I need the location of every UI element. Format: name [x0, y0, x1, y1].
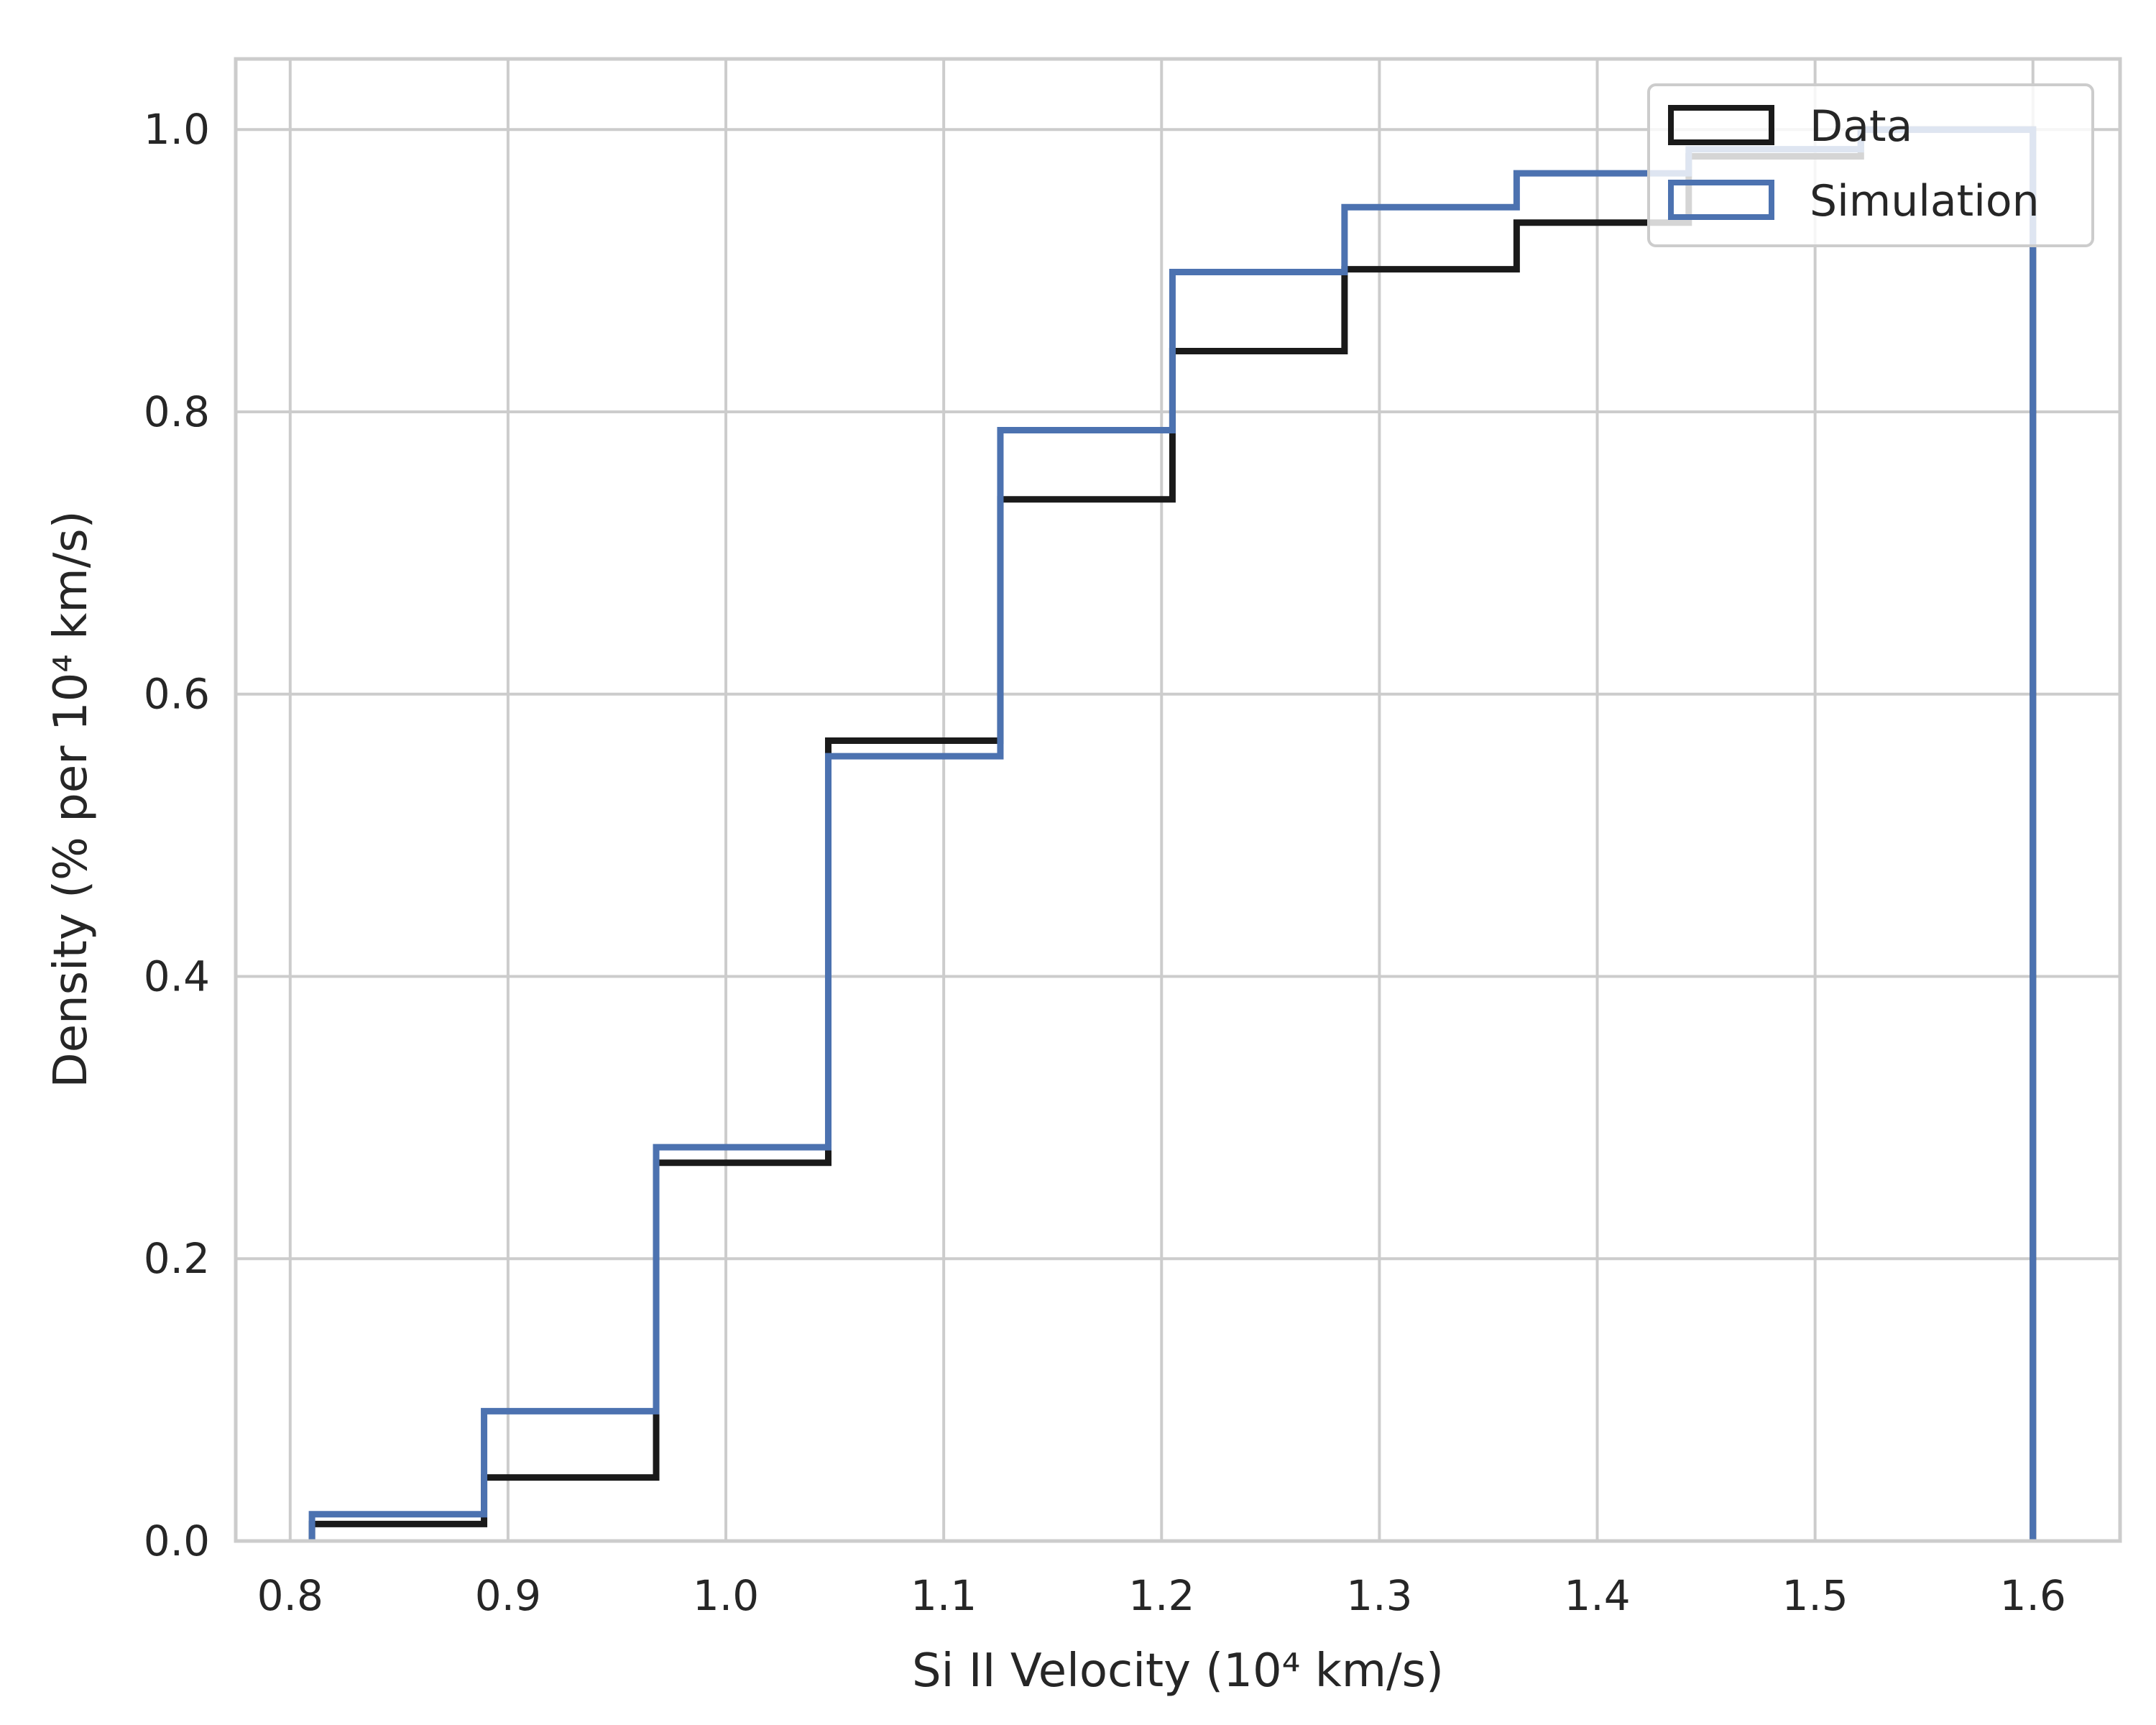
x-tick-label: 1.1: [911, 1571, 977, 1620]
y-tick-label: 1.0: [144, 105, 210, 154]
x-axis-label: Si II Velocity (10⁴ km/s): [912, 1644, 1444, 1698]
x-tick-label: 1.0: [693, 1571, 759, 1620]
y-tick-labels: 0.0 0.2 0.4 0.6 0.8 1.0: [144, 105, 210, 1565]
x-tick-label: 1.4: [1564, 1571, 1630, 1620]
y-tick-label: 0.6: [144, 670, 210, 719]
grid: [236, 59, 2120, 1542]
legend: Data Simulation: [1647, 83, 2094, 247]
legend-box: [1647, 83, 2094, 247]
x-tick-label: 1.3: [1346, 1571, 1412, 1620]
y-tick-label: 0.4: [144, 952, 210, 1000]
x-tick-labels: 0.8 0.9 1.0 1.1 1.2 1.3 1.4 1.5 1.6: [257, 1571, 2066, 1620]
plot-frame: [234, 57, 2122, 1543]
y-axis-label: Density (% per 10⁴ km/s): [45, 510, 98, 1087]
x-tick-label: 1.6: [2000, 1571, 2066, 1620]
plot-area: [236, 59, 2120, 1541]
legend-label-data: Data: [1810, 101, 1912, 152]
y-tick-label: 0.2: [144, 1234, 210, 1283]
x-tick-label: 0.8: [257, 1571, 323, 1620]
legend-swatch-data: [1668, 105, 1774, 145]
y-tick-label: 0.0: [144, 1517, 210, 1565]
x-tick-label: 1.5: [1782, 1571, 1848, 1620]
legend-swatch-simulation: [1668, 180, 1774, 220]
legend-label-simulation: Simulation: [1810, 176, 2040, 226]
x-tick-label: 0.9: [475, 1571, 541, 1620]
x-tick-label: 1.2: [1128, 1571, 1194, 1620]
y-tick-label: 0.8: [144, 387, 210, 436]
